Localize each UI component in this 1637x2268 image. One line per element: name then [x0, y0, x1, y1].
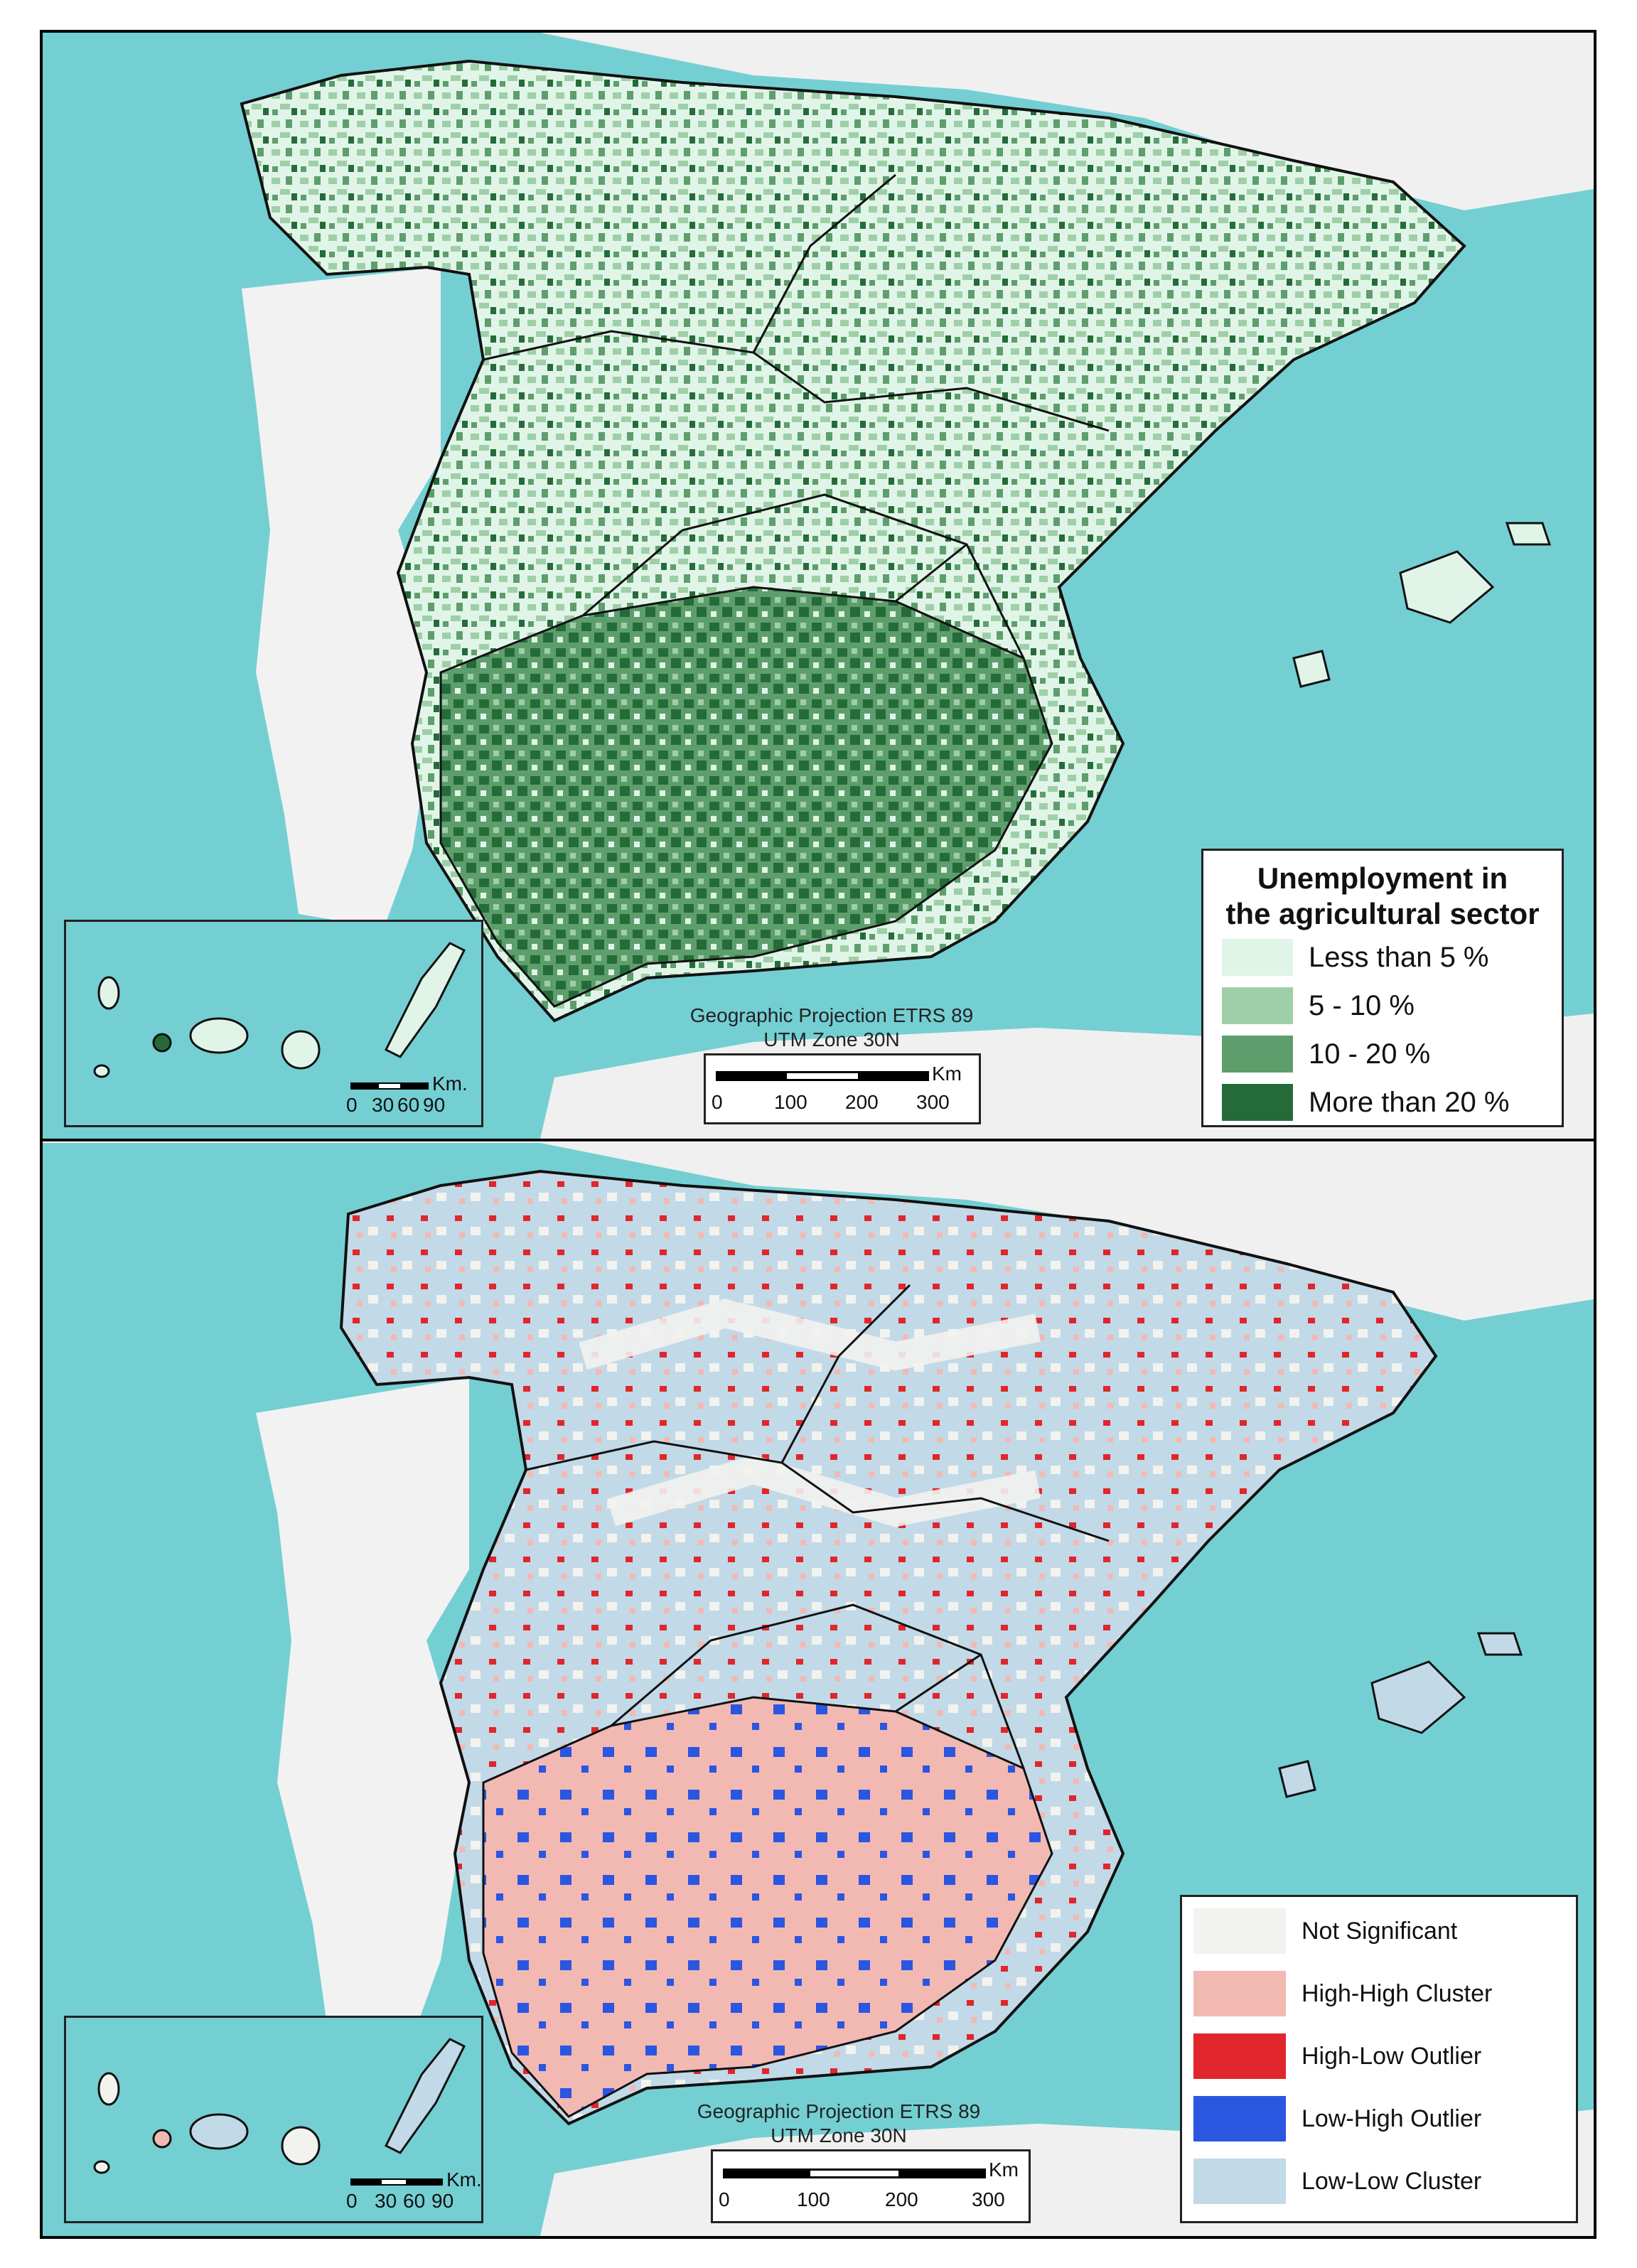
bottom-legend: Not Significant High-High Cluster High-L… [1180, 1895, 1578, 2223]
scale-tick-1: 100 [774, 1091, 807, 1113]
scale-unit: Km [932, 1063, 962, 1085]
menorca [1476, 1632, 1523, 1656]
legend-label: More than 20 % [1309, 1086, 1510, 1118]
legend-swatch [1222, 1084, 1293, 1121]
france-land [540, 33, 1594, 210]
inset-tick-3: 90 [431, 2190, 454, 2212]
legend-swatch [1222, 939, 1293, 976]
scale-tick-2: 200 [885, 2188, 918, 2210]
inset-tick-0: 0 [346, 1094, 358, 1116]
canary-inset-map [93, 942, 466, 1090]
menorca [1505, 522, 1552, 546]
scale-bar: Km 0 100 200 300 [704, 1053, 981, 1124]
scale-tick-0: 0 [712, 1091, 723, 1113]
scale-tick-3: 300 [916, 1091, 950, 1113]
projection-text: Geographic Projection ETRS 89 UTM Zone 3… [668, 1004, 995, 1052]
legend-label: 5 - 10 % [1309, 989, 1415, 1021]
legend-item: More than 20 % [1222, 1081, 1509, 1124]
legend-label: Low-High Outlier [1301, 2105, 1482, 2132]
projection-line-2: UTM Zone 30N [763, 1028, 900, 1050]
top-legend: Unemployment in the agricultural sector … [1201, 849, 1564, 1127]
projection-line-2: UTM Zone 30N [771, 2124, 907, 2146]
inset-tick-2: 60 [403, 2190, 426, 2212]
scale-tick-1: 100 [797, 2188, 830, 2210]
ibiza [1278, 1760, 1316, 1798]
legend-swatch [1222, 1036, 1293, 1073]
projection-text: Geographic Projection ETRS 89 UTM Zone 3… [675, 2100, 1002, 2148]
legend-label: Not Significant [1301, 1917, 1458, 1945]
legend-item: Low-Low Cluster [1193, 2159, 1482, 2204]
scale-tick-3: 300 [972, 2188, 1005, 2210]
scale-bar-graphic [723, 2168, 986, 2178]
legend-swatch [1193, 1971, 1286, 2016]
legend-item: 5 - 10 % [1222, 984, 1415, 1027]
scale-unit: Km [989, 2159, 1019, 2181]
legend-swatch [1193, 1908, 1286, 1954]
legend-label: Low-Low Cluster [1301, 2167, 1482, 2195]
south-region [482, 1696, 1053, 2118]
inset-tick-2: 60 [397, 1094, 420, 1116]
legend-item: Not Significant [1193, 1908, 1458, 1954]
canary-inset: Km. 0 30 60 90 [64, 920, 483, 1127]
legend-title-line-1: Unemployment in [1257, 861, 1508, 895]
legend-item: High-High Cluster [1193, 1971, 1493, 2016]
legend-label: High-High Cluster [1301, 1979, 1493, 2007]
projection-line-1: Geographic Projection ETRS 89 [689, 1004, 974, 1026]
canary-inset-map [93, 2038, 466, 2186]
inset-scale-unit: Km. [432, 1073, 468, 1095]
legend-label: High-Low Outlier [1301, 2042, 1482, 2070]
legend-swatch [1222, 987, 1293, 1024]
scale-tick-0: 0 [719, 2188, 730, 2210]
legend-item: High-Low Outlier [1193, 2033, 1482, 2079]
region-borders [525, 1284, 1110, 1769]
portugal-land [256, 1377, 469, 2038]
inset-tick-1: 30 [375, 2190, 397, 2212]
scale-bar: Km 0 100 200 300 [711, 2149, 1031, 2223]
legend-label: 10 - 20 % [1309, 1038, 1431, 1070]
projection-line-1: Geographic Projection ETRS 89 [697, 2100, 981, 2122]
portugal-land [242, 267, 441, 928]
legend-title-line-2: the agricultural sector [1225, 897, 1540, 930]
ibiza [1292, 650, 1331, 688]
legend-swatch [1193, 2096, 1286, 2141]
mallorca [1370, 1660, 1466, 1734]
inset-tick-3: 90 [423, 1094, 446, 1116]
not-significant-band [579, 1299, 1041, 1527]
inset-tick-0: 0 [346, 2190, 358, 2212]
scale-tick-2: 200 [845, 1091, 879, 1113]
legend-item: 10 - 20 % [1222, 1033, 1430, 1075]
bottom-map-panel: Km. 0 30 60 90 Geographic Projection ETR… [43, 1143, 1594, 2236]
legend-swatch [1193, 2033, 1286, 2079]
inset-scale-unit: Km. [446, 2168, 482, 2191]
legend-swatch [1193, 2159, 1286, 2204]
mallorca [1399, 550, 1495, 624]
south-region [439, 586, 1053, 1008]
scale-bar-graphic [716, 1071, 929, 1081]
legend-item: Less than 5 % [1222, 936, 1489, 979]
inset-tick-1: 30 [372, 1094, 395, 1116]
canary-inset: Km. 0 30 60 90 [64, 2016, 483, 2223]
legend-label: Less than 5 % [1309, 941, 1489, 973]
top-map-panel: Km. 0 30 60 90 Geographic Projection ETR… [43, 33, 1594, 1141]
region-borders [483, 173, 1110, 659]
legend-item: Low-High Outlier [1193, 2096, 1482, 2141]
